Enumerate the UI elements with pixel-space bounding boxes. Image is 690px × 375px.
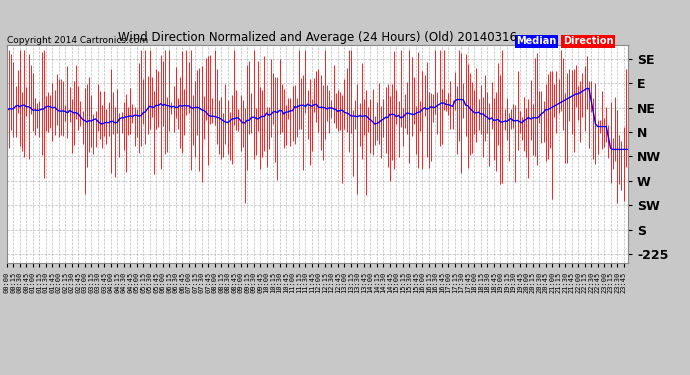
Text: Copyright 2014 Cartronics.com: Copyright 2014 Cartronics.com	[7, 36, 148, 45]
Text: Direction: Direction	[562, 36, 613, 46]
Title: Wind Direction Normalized and Average (24 Hours) (Old) 20140316: Wind Direction Normalized and Average (2…	[118, 31, 517, 44]
Text: Median: Median	[516, 36, 556, 46]
